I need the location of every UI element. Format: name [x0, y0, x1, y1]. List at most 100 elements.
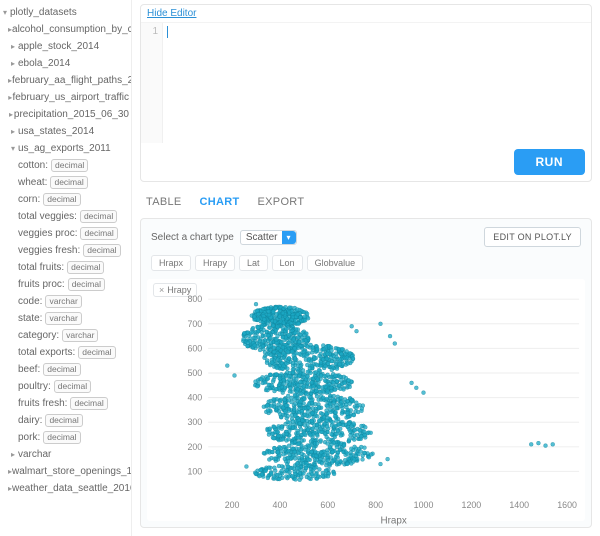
tab-table[interactable]: TABLE — [146, 196, 182, 208]
edit-on-plotly-button[interactable]: EDIT ON PLOT.LY — [484, 227, 581, 247]
type-pill: decimal — [67, 261, 104, 274]
type-pill: varchar — [45, 295, 81, 308]
type-pill: decimal — [43, 363, 80, 376]
svg-text:800: 800 — [187, 294, 202, 304]
code-textarea[interactable] — [163, 23, 591, 143]
type-pill: decimal — [54, 380, 91, 393]
tree-item[interactable]: ▸weather_data_seattle_2016 — [0, 480, 131, 497]
dataset-tree-sidebar: ▾ plotly_datasets ▸alcohol_consumption_b… — [0, 0, 132, 536]
tree-column[interactable]: state:varchar — [0, 310, 131, 327]
type-pill: decimal — [80, 227, 117, 240]
type-pill: decimal — [68, 278, 105, 291]
dimension-chip[interactable]: Lat — [239, 255, 268, 271]
dimension-chip[interactable]: Hrapy — [195, 255, 235, 271]
hide-editor-link[interactable]: Hide Editor — [141, 5, 202, 22]
type-pill: decimal — [43, 193, 80, 206]
svg-text:400: 400 — [187, 393, 202, 403]
tree-item[interactable]: ▸alcohol_consumption_by_co — [0, 21, 131, 38]
chart-config-row: Select a chart type Scatter ▾ EDIT ON PL… — [141, 219, 591, 251]
tree-column[interactable]: total exports:decimal — [0, 344, 131, 361]
type-pill: decimal — [43, 431, 80, 444]
tab-export[interactable]: EXPORT — [258, 196, 305, 208]
tree-item-label: varchar — [18, 447, 51, 462]
tree-item[interactable]: ▸apple_stock_2014 — [0, 38, 131, 55]
plot-svg: 1002003004005006007008002004006008001000… — [147, 279, 585, 531]
chevron-right-icon: ▸ — [8, 39, 18, 54]
tree-item[interactable]: ▸usa_states_2014 — [0, 123, 131, 140]
svg-text:1400: 1400 — [509, 500, 529, 510]
scatter-chart[interactable]: ×Hrapy 100200300400500600700800200400600… — [147, 279, 585, 521]
chevron-down-icon: ▾ — [282, 231, 296, 244]
dimension-chip[interactable]: Lon — [272, 255, 303, 271]
type-pill: varchar — [62, 329, 98, 342]
column-name: state: — [18, 311, 42, 326]
column-name: fruits proc: — [18, 277, 65, 292]
column-name: total fruits: — [18, 260, 64, 275]
tree-item[interactable]: ▸varchar — [0, 446, 131, 463]
tree-item[interactable]: ▾us_ag_exports_2011 — [0, 140, 131, 157]
tree-item[interactable]: ▸walmart_store_openings_1 — [0, 463, 131, 480]
type-pill: decimal — [83, 244, 120, 257]
tree-column[interactable]: pork:decimal — [0, 429, 131, 446]
tree-column[interactable]: corn:decimal — [0, 191, 131, 208]
tree-column[interactable]: veggies proc:decimal — [0, 225, 131, 242]
column-name: code: — [18, 294, 42, 309]
svg-text:500: 500 — [187, 368, 202, 378]
tree-column[interactable]: total veggies:decimal — [0, 208, 131, 225]
tree-column[interactable]: total fruits:decimal — [0, 259, 131, 276]
column-name: wheat: — [18, 175, 47, 190]
svg-text:200: 200 — [187, 442, 202, 452]
tree-column[interactable]: beef:decimal — [0, 361, 131, 378]
svg-text:Hrapx: Hrapx — [380, 516, 406, 527]
type-pill: decimal — [70, 397, 107, 410]
column-name: beef: — [18, 362, 40, 377]
chevron-down-icon: ▾ — [8, 141, 18, 156]
svg-text:800: 800 — [368, 500, 383, 510]
sql-editor-card: Hide Editor 1 RUN — [140, 4, 592, 182]
tree-item[interactable]: ▸february_us_airport_traffic — [0, 89, 131, 106]
tree-item[interactable]: ▸ebola_2014 — [0, 55, 131, 72]
tree-column[interactable]: fruits fresh:decimal — [0, 395, 131, 412]
chart-type-select[interactable]: Scatter ▾ — [240, 230, 297, 245]
type-pill: decimal — [80, 210, 117, 223]
tree-item-label: apple_stock_2014 — [18, 39, 99, 54]
tree-column[interactable]: poultry:decimal — [0, 378, 131, 395]
result-tabs: TABLE CHART EXPORT — [132, 190, 600, 214]
column-name: veggies proc: — [18, 226, 77, 241]
chevron-right-icon: ▸ — [8, 447, 18, 462]
run-button[interactable]: RUN — [514, 149, 586, 175]
dimension-chip[interactable]: Hrapx — [151, 255, 191, 271]
dimension-chip-row: HrapxHrapyLatLonGlobvalue — [141, 251, 591, 279]
column-name: pork: — [18, 430, 40, 445]
chevron-down-icon: ▾ — [0, 5, 10, 20]
tree-root[interactable]: ▾ plotly_datasets — [0, 4, 131, 21]
tree-item-label: usa_states_2014 — [18, 124, 94, 139]
tree-column[interactable]: cotton:decimal — [0, 157, 131, 174]
tree-column[interactable]: category:varchar — [0, 327, 131, 344]
tree-root-label: plotly_datasets — [10, 5, 77, 20]
type-pill: varchar — [45, 312, 81, 325]
tree-item-label: weather_data_seattle_2016 — [12, 481, 132, 496]
svg-text:200: 200 — [225, 500, 240, 510]
svg-text:100: 100 — [187, 466, 202, 476]
tree-item-label: precipitation_2015_06_30 — [14, 107, 129, 122]
tree-item-label: ebola_2014 — [18, 56, 70, 71]
svg-text:400: 400 — [273, 500, 288, 510]
tree-item[interactable]: ▸february_aa_flight_paths_2 — [0, 72, 131, 89]
tree-item[interactable]: ▸precipitation_2015_06_30 — [0, 106, 131, 123]
column-name: category: — [18, 328, 59, 343]
svg-text:600: 600 — [187, 343, 202, 353]
dimension-chip[interactable]: Globvalue — [307, 255, 364, 271]
column-name: fruits fresh: — [18, 396, 67, 411]
tab-chart[interactable]: CHART — [200, 196, 240, 208]
type-pill: decimal — [45, 414, 82, 427]
type-pill: decimal — [78, 346, 115, 359]
type-pill: decimal — [50, 176, 87, 189]
tree-column[interactable]: code:varchar — [0, 293, 131, 310]
tree-column[interactable]: veggies fresh:decimal — [0, 242, 131, 259]
tree-column[interactable]: dairy:decimal — [0, 412, 131, 429]
tree-column[interactable]: fruits proc:decimal — [0, 276, 131, 293]
column-name: total exports: — [18, 345, 75, 360]
tree-column[interactable]: wheat:decimal — [0, 174, 131, 191]
svg-text:700: 700 — [187, 319, 202, 329]
